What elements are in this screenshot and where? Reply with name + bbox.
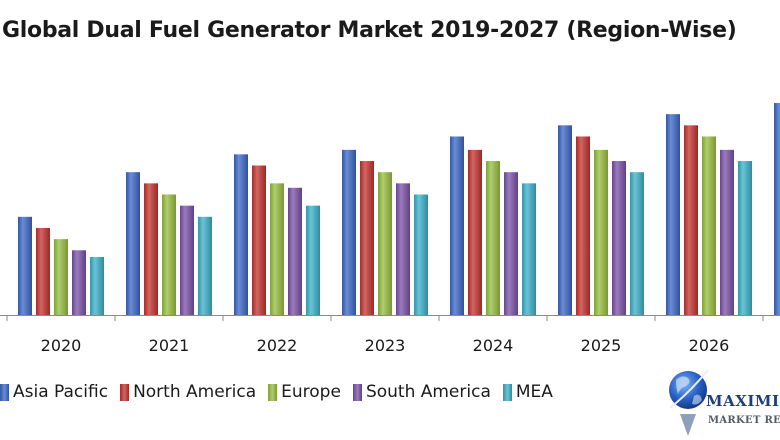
legend-label: Europe	[281, 382, 341, 402]
bar-asia-pacific-2027	[774, 103, 780, 315]
x-tick-label-2026: 2026	[689, 336, 730, 355]
legend-swatch	[0, 383, 9, 401]
bar-mea-2025	[630, 172, 644, 315]
bar-mea-2020	[90, 256, 104, 315]
logo-text-line1: MAXIMIZ	[706, 392, 780, 410]
bar-asia-pacific-2024	[450, 136, 464, 315]
legend-item-mea: MEA	[502, 382, 553, 402]
legend-label: South America	[365, 382, 491, 402]
bar-europe-2023	[378, 172, 392, 315]
bar-europe-2020	[54, 239, 68, 315]
bar-north-america-2024	[468, 149, 482, 315]
x-tick-label-2024: 2024	[473, 336, 514, 355]
bar-south-america-2025	[612, 161, 626, 315]
bar-asia-pacific-2023	[342, 149, 356, 315]
x-tick-label-2021: 2021	[149, 336, 190, 355]
bar-europe-2026	[702, 136, 716, 315]
bar-south-america-2022	[288, 187, 302, 315]
bar-north-america-2026	[684, 125, 698, 316]
bar-asia-pacific-2022	[234, 154, 248, 315]
bar-asia-pacific-2025	[558, 125, 572, 316]
bar-mea-2024	[522, 183, 536, 315]
bar-mea-2023	[414, 194, 428, 315]
legend-swatch	[502, 383, 512, 401]
legend-swatch	[268, 383, 278, 401]
legend-label: North America	[133, 382, 257, 402]
bar-mea-2026	[738, 161, 752, 315]
logo-text-line2: MARKET RESEA	[708, 415, 780, 426]
bar-asia-pacific-2020	[18, 216, 32, 315]
bar-north-america-2023	[360, 161, 374, 315]
x-tick-label-2023: 2023	[365, 336, 406, 355]
bar-europe-2025	[594, 149, 608, 315]
bar-europe-2024	[486, 161, 500, 315]
bar-mea-2021	[198, 216, 212, 315]
legend-swatch	[352, 383, 362, 401]
legend-item-asia-pacific: Asia Pacific	[0, 382, 108, 402]
x-tick-label-2020: 2020	[41, 336, 82, 355]
x-tick-label-2022: 2022	[257, 336, 298, 355]
chart-title: Global Dual Fuel Generator Market 2019-2…	[2, 18, 737, 43]
bar-south-america-2024	[504, 172, 518, 315]
legend-item-north-america: North America	[120, 382, 256, 402]
globe-icon	[669, 369, 709, 436]
legend-item-south-america: South America	[352, 382, 491, 402]
bar-asia-pacific-2021	[126, 172, 140, 315]
legend-label: MEA	[515, 382, 553, 402]
bar-south-america-2026	[720, 149, 734, 315]
bar-south-america-2023	[396, 183, 410, 315]
legend-label: Asia Pacific	[13, 382, 109, 402]
x-tick-label-2025: 2025	[581, 336, 622, 355]
maximize-market-research-logo: MAXIMIZ MARKET RESEA	[664, 352, 780, 440]
bar-south-america-2020	[72, 250, 86, 315]
legend-swatch	[120, 383, 130, 401]
bar-north-america-2021	[144, 183, 158, 315]
bar-mea-2022	[306, 205, 320, 315]
legend: Asia Pacific North America Europe South Ame…	[0, 378, 565, 406]
bar-asia-pacific-2026	[666, 114, 680, 316]
bar-europe-2022	[270, 183, 284, 315]
legend-item-europe: Europe	[268, 382, 341, 402]
bar-south-america-2021	[180, 205, 194, 315]
bar-north-america-2022	[252, 165, 266, 315]
bar-north-america-2020	[36, 227, 50, 315]
bar-europe-2021	[162, 194, 176, 315]
bar-north-america-2025	[576, 136, 590, 315]
